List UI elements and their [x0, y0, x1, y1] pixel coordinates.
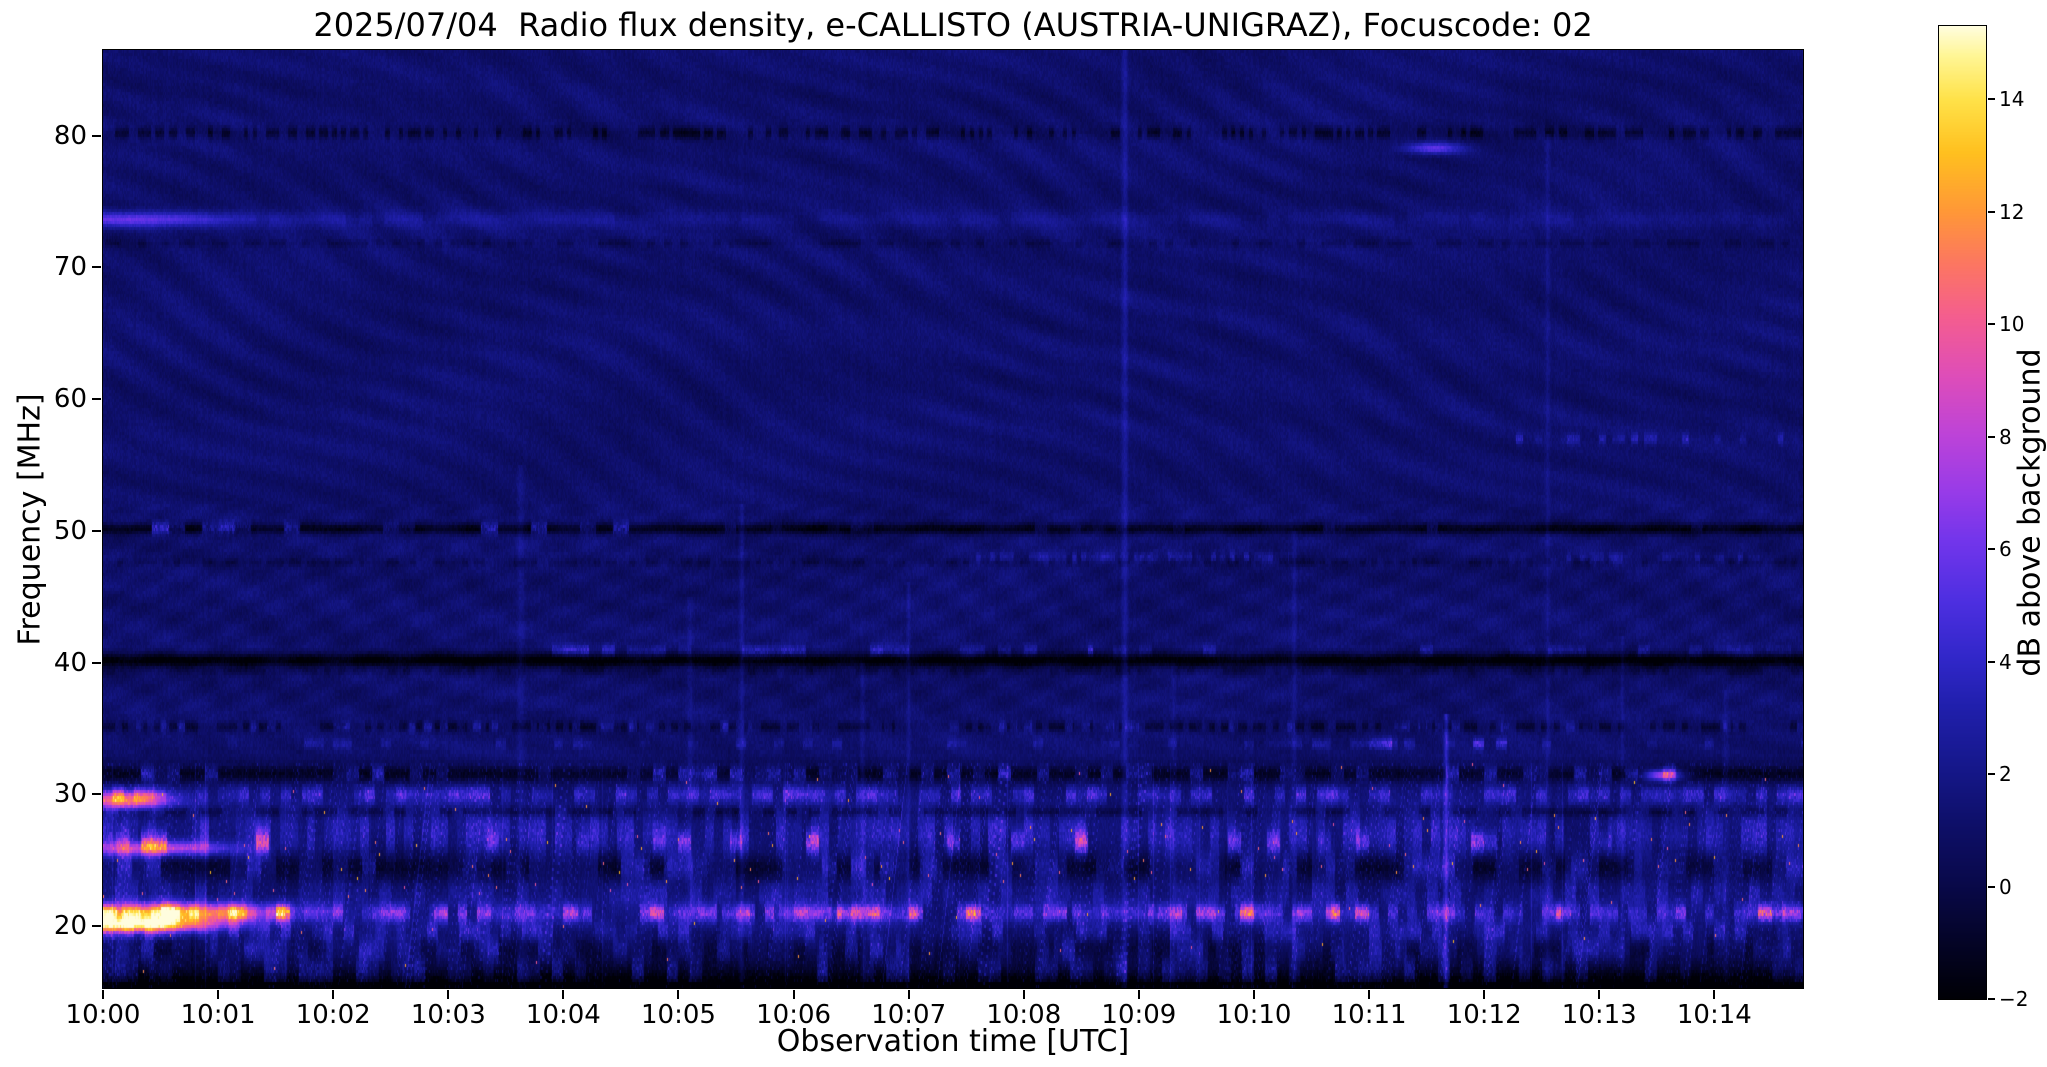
x-tick-label: 10:14	[1676, 1000, 1752, 1030]
x-tick-label: 10:09	[1101, 1000, 1177, 1030]
y-tick-mark	[92, 266, 101, 269]
colorbar-tick-label: 14	[1999, 87, 2025, 112]
colorbar-tick-label: 6	[1999, 537, 2012, 562]
x-tick-label: 10:12	[1446, 1000, 1522, 1030]
colorbar-tick-label: 2	[1999, 762, 2012, 787]
colorbar-canvas	[1938, 25, 1987, 1000]
y-tick-label: 60	[53, 384, 87, 415]
colorbar-tick-label: 4	[1999, 649, 2012, 674]
y-tick-label: 20	[53, 911, 87, 942]
colorbar-tick-label: 12	[1999, 199, 2025, 224]
x-tick-label: 10:06	[756, 1000, 832, 1030]
colorbar-tick-mark	[1988, 998, 1995, 1000]
x-tick-label: 10:05	[641, 1000, 716, 1030]
colorbar-tick-mark	[1988, 660, 1995, 663]
colorbar-tick-mark	[1988, 885, 1995, 888]
x-tick-mark	[1022, 990, 1025, 999]
y-tick-label: 70	[53, 252, 87, 283]
y-tick-label: 50	[53, 515, 87, 546]
y-tick-label: 80	[53, 120, 87, 151]
colorbar-tick-label: 10	[1999, 312, 2025, 337]
colorbar-tick-label: −2	[1999, 987, 2029, 1011]
spectrogram-canvas	[102, 49, 1804, 989]
x-tick-label: 10:03	[410, 1000, 486, 1030]
x-tick-mark	[1713, 990, 1716, 999]
y-tick-mark	[92, 793, 101, 796]
x-tick-label: 10:13	[1561, 1000, 1637, 1030]
x-axis-label: Observation time [UTC]	[776, 1024, 1130, 1059]
y-tick-mark	[92, 398, 101, 401]
colorbar-tick-label: 8	[1999, 424, 2012, 449]
x-tick-label: 10:10	[1216, 1000, 1292, 1030]
colorbar-tick-mark	[1988, 548, 1995, 551]
x-tick-label: 10:07	[871, 1000, 947, 1030]
colorbar-tick-mark	[1988, 773, 1995, 776]
y-tick-mark	[92, 925, 101, 928]
x-tick-mark	[1598, 990, 1601, 999]
y-tick-mark	[92, 134, 101, 137]
x-tick-label: 10:01	[180, 1000, 256, 1030]
x-tick-mark	[217, 990, 220, 999]
colorbar-label: dB above background	[2000, 0, 2047, 1024]
colorbar-label-text: dB above background	[2012, 347, 2047, 677]
x-tick-mark	[562, 990, 565, 999]
x-tick-mark	[1483, 990, 1486, 999]
y-tick-label: 40	[53, 647, 87, 678]
x-tick-mark	[907, 990, 910, 999]
x-tick-mark	[677, 990, 680, 999]
x-tick-label: 10:04	[525, 1000, 601, 1030]
y-tick-mark	[92, 661, 101, 664]
colorbar-tick-mark	[1988, 323, 1995, 326]
x-tick-mark	[102, 990, 104, 999]
colorbar-tick-mark	[1988, 98, 1995, 101]
x-tick-mark	[1252, 990, 1255, 999]
chart-title: 2025/07/04 Radio flux density, e-CALLIST…	[313, 6, 1593, 44]
y-tick-label: 30	[53, 779, 87, 810]
colorbar-tick-label: 0	[1999, 874, 2012, 899]
x-tick-mark	[332, 990, 335, 999]
x-tick-mark	[1137, 990, 1140, 999]
colorbar-tick-mark	[1988, 435, 1995, 438]
colorbar-tick-mark	[1988, 210, 1995, 213]
x-tick-label: 10:11	[1331, 1000, 1407, 1030]
x-tick-label: 10:02	[295, 1000, 371, 1030]
x-tick-mark	[447, 990, 450, 999]
x-tick-mark	[1368, 990, 1371, 999]
x-tick-mark	[792, 990, 795, 999]
x-tick-label: 10:00	[65, 1000, 141, 1030]
y-tick-mark	[92, 529, 101, 532]
x-tick-label: 10:08	[986, 1000, 1062, 1030]
